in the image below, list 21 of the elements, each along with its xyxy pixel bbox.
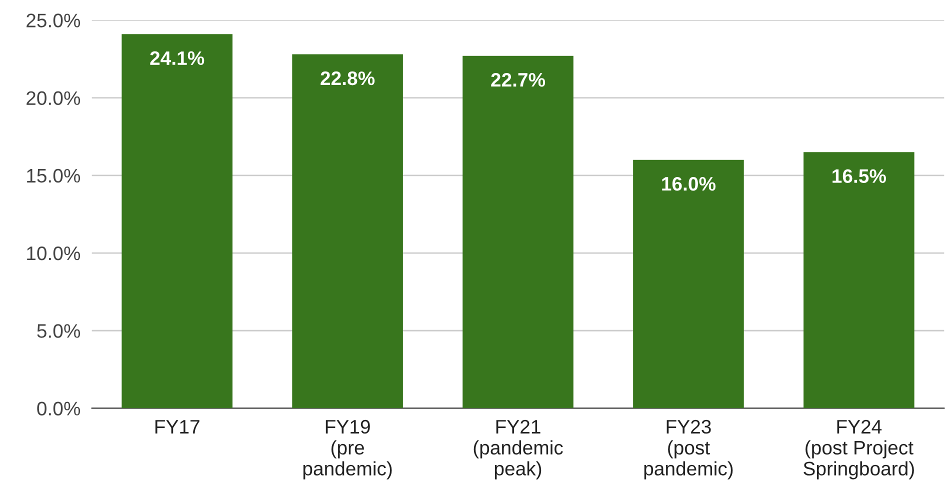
x-tick-label: FY24 (post Project Springboard) <box>804 420 914 480</box>
y-tick-label: 10.0% <box>27 246 80 260</box>
x-tick-label: FY23 (post pandemic) <box>644 420 733 480</box>
data-label: 24.1% <box>150 51 204 65</box>
y-tick-label: 0.0% <box>37 402 80 416</box>
bar <box>292 54 403 408</box>
y-tick-label: 20.0% <box>26 91 80 106</box>
x-tick-label: FY19 (pre pandemic) <box>303 420 392 480</box>
data-label: 22.7% <box>491 72 546 87</box>
bar <box>122 34 232 408</box>
bar <box>462 56 574 408</box>
y-tick-label: 5.0% <box>37 324 80 338</box>
data-label: 16.5% <box>832 169 886 183</box>
x-tick-label: FY17 <box>155 420 200 434</box>
bar <box>633 160 744 408</box>
data-label: 22.8% <box>320 71 375 86</box>
data-label: 16.0% <box>662 176 716 191</box>
y-tick-label: 15.0% <box>27 168 80 183</box>
y-tick-label: 25.0% <box>26 14 80 28</box>
x-tick-label: FY21 (pandemic peak) <box>474 420 563 480</box>
bar <box>804 152 914 408</box>
